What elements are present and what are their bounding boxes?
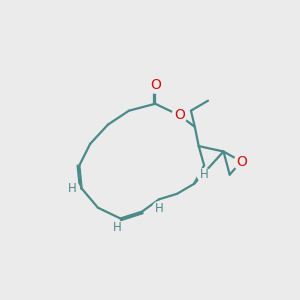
Text: O: O (236, 154, 247, 169)
Text: O: O (174, 108, 185, 122)
Text: H: H (113, 221, 122, 234)
Text: O: O (150, 77, 161, 92)
Text: H: H (68, 182, 77, 195)
Text: H: H (155, 202, 164, 215)
Text: H: H (200, 168, 208, 181)
